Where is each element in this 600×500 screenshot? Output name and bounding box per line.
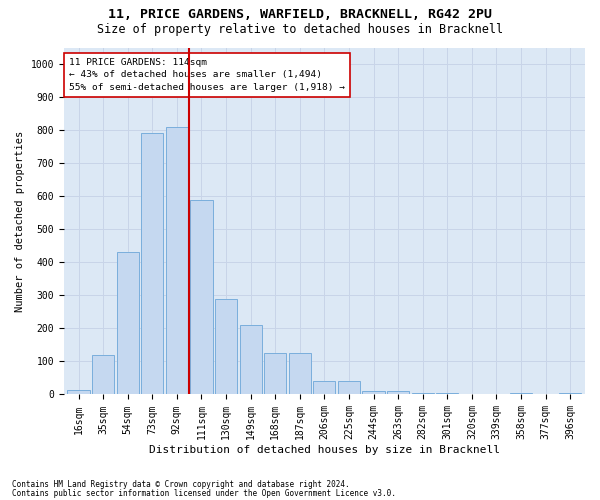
Text: Size of property relative to detached houses in Bracknell: Size of property relative to detached ho… [97,22,503,36]
Bar [559,393,581,394]
Bar [412,393,434,394]
Text: Contains public sector information licensed under the Open Government Licence v3: Contains public sector information licen… [12,488,396,498]
Bar [116,252,139,394]
Text: 11, PRICE GARDENS, WARFIELD, BRACKNELL, RG42 2PU: 11, PRICE GARDENS, WARFIELD, BRACKNELL, … [108,8,492,20]
Bar [338,382,360,394]
Bar [436,393,458,394]
Bar [264,353,286,395]
Bar [141,134,163,394]
Bar [92,355,114,395]
Text: Contains HM Land Registry data © Crown copyright and database right 2024.: Contains HM Land Registry data © Crown c… [12,480,350,489]
Bar [215,298,237,394]
Bar [239,325,262,394]
Bar [289,353,311,395]
Bar [387,391,409,394]
Bar [510,393,532,394]
Bar [362,391,385,394]
X-axis label: Distribution of detached houses by size in Bracknell: Distribution of detached houses by size … [149,445,500,455]
Bar [190,200,212,394]
Y-axis label: Number of detached properties: Number of detached properties [15,130,25,312]
Bar [67,390,89,394]
Bar [313,382,335,394]
Text: 11 PRICE GARDENS: 114sqm
← 43% of detached houses are smaller (1,494)
55% of sem: 11 PRICE GARDENS: 114sqm ← 43% of detach… [69,58,345,92]
Bar [166,127,188,394]
